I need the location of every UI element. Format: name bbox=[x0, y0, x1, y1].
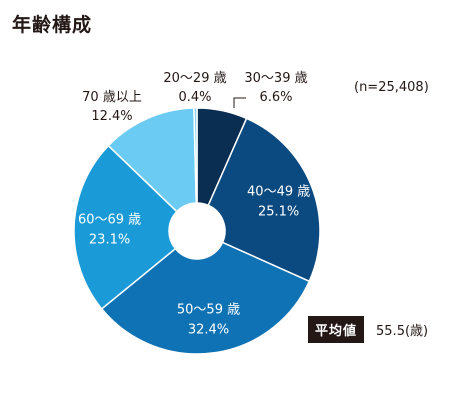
slice-value-30-39: 6.6% bbox=[259, 90, 292, 105]
slice-label-70: 70 歳以上 bbox=[82, 90, 142, 105]
slice-70 bbox=[107, 107, 198, 213]
slice-value-40-49: 25.1% bbox=[258, 205, 299, 220]
slice-40-49 bbox=[207, 117, 321, 283]
slice-value-70: 12.4% bbox=[91, 109, 132, 124]
slice-value-60-69: 23.1% bbox=[89, 232, 130, 247]
slice-value-50-59: 32.4% bbox=[188, 323, 229, 338]
sample-size-label: (n=25,408) bbox=[354, 80, 429, 95]
average-value: 55.5(歳) bbox=[376, 324, 429, 339]
slice-20-29 bbox=[193, 107, 198, 204]
slice-label-50-59: 50〜59 歳 bbox=[177, 303, 240, 318]
slice-60-69 bbox=[73, 144, 178, 310]
average-box: 平均値 55.5(歳) bbox=[308, 316, 428, 343]
slice-value-20-29: 0.4% bbox=[178, 90, 211, 105]
slice-label-20-29: 20〜29 歳 bbox=[163, 71, 226, 86]
donut-slices bbox=[73, 107, 321, 355]
slice-label-30-39: 30〜39 歳 bbox=[244, 71, 307, 86]
slice-label-60-69: 60〜69 歳 bbox=[78, 212, 141, 227]
chart-title: 年齢構成 bbox=[12, 14, 93, 36]
slice-50-59 bbox=[100, 241, 311, 355]
slice-labels: 30〜39 歳 6.6% 40〜49 歳 25.1% 50〜59 歳 32.4% 60〜69… bbox=[78, 71, 310, 338]
leader-lines bbox=[233, 97, 246, 108]
slice-label-40-49: 40〜49 歳 bbox=[247, 185, 310, 200]
average-badge: 平均値 bbox=[308, 316, 365, 343]
leader-line-30-39 bbox=[233, 97, 246, 108]
